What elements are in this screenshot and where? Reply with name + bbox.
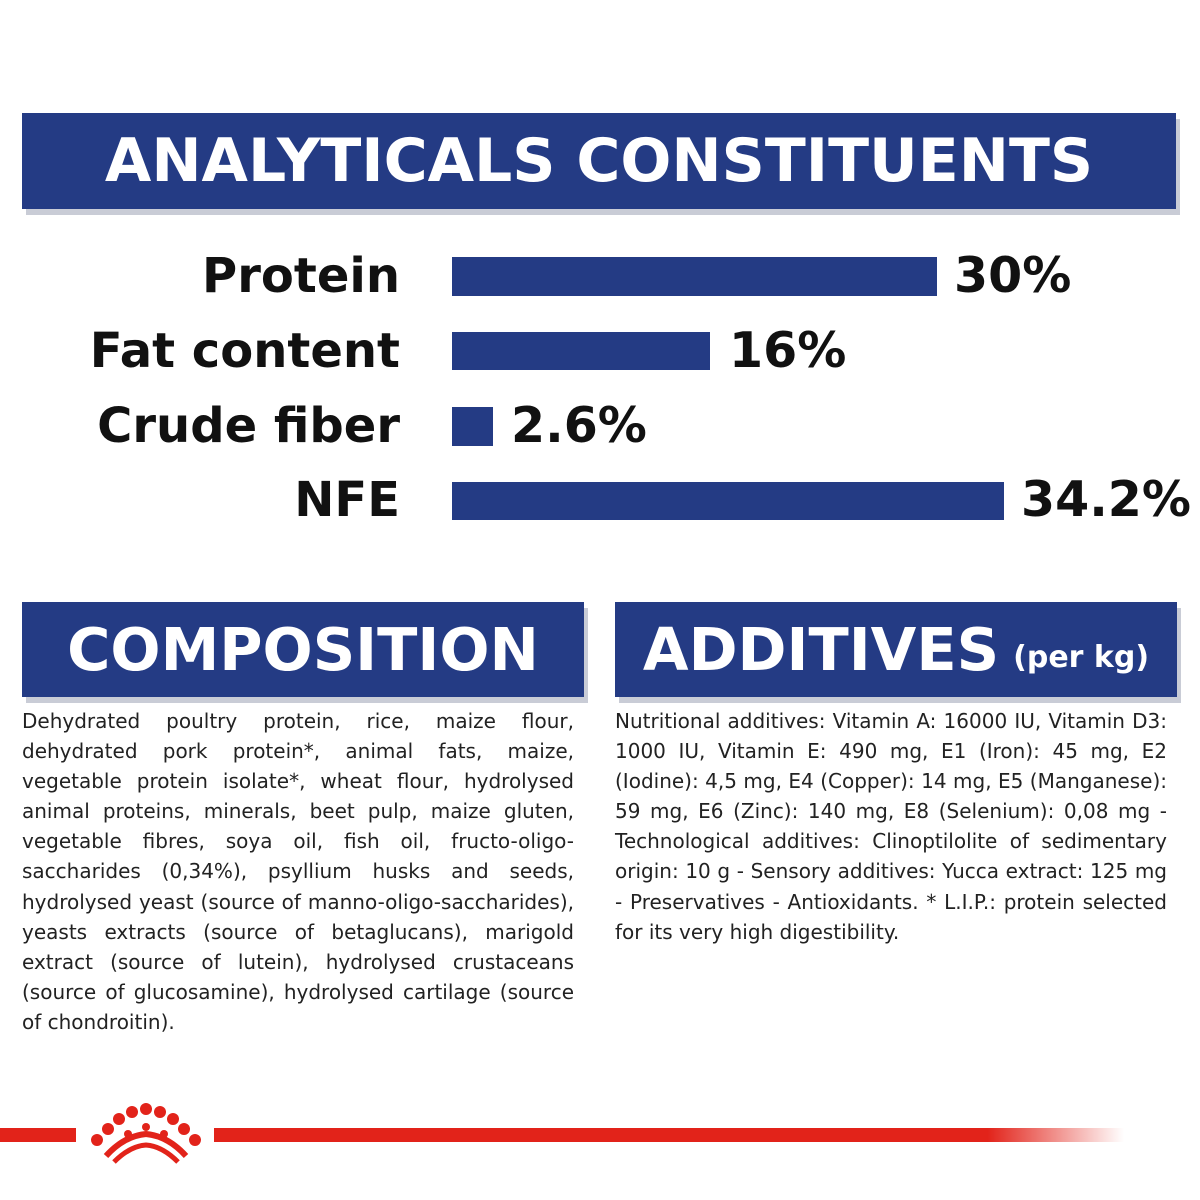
footer-red-line-left [0, 1128, 76, 1142]
additives-text: Nutritional additives: Vitamin A: 16000 … [615, 709, 1167, 944]
fat-content-label: Fat content [89, 323, 400, 379]
protein-value: 30% [954, 247, 1072, 304]
protein-bar [452, 257, 937, 296]
crown-icon [91, 1103, 201, 1164]
nfe-value: 34.2% [1021, 471, 1191, 528]
nfe-label: NFE [294, 472, 400, 528]
fat-content-bar [452, 332, 710, 370]
nfe-bar [452, 482, 1004, 520]
additives-title: ADDITIVES [642, 615, 1000, 684]
composition-title: COMPOSITION [67, 615, 539, 684]
analytical-constituents-title: ANALYTICALS CONSTITUENTS [104, 126, 1094, 196]
crude-fiber-bar [452, 407, 493, 446]
analytical-constituents-banner: ANALYTICALS CONSTITUENTS [22, 113, 1176, 209]
additives-subtitle: (per kg) [1013, 640, 1150, 675]
additives-banner: ADDITIVES (per kg) [615, 602, 1177, 697]
composition-banner: COMPOSITION [22, 602, 584, 697]
crude-fiber-label: Crude fiber [97, 398, 400, 454]
composition-text: Dehydrated poultry protein, rice, maize … [22, 709, 574, 1034]
crude-fiber-value: 2.6% [511, 397, 647, 454]
footer-red-line-right [214, 1128, 1124, 1142]
protein-label: Protein [202, 248, 400, 304]
fat-content-value: 16% [729, 322, 847, 379]
